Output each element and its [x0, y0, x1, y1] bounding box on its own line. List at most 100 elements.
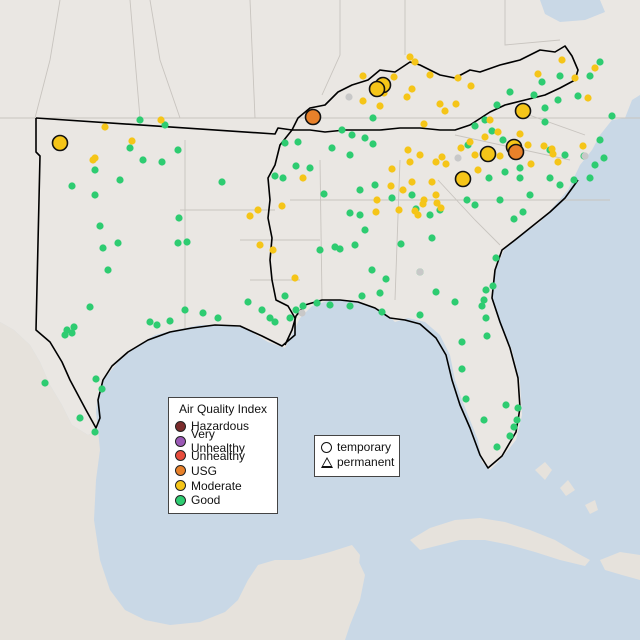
- monitor-marker[interactable]: [586, 72, 594, 80]
- monitor-marker[interactable]: [316, 246, 324, 254]
- monitor-marker[interactable]: [338, 126, 346, 134]
- monitor-marker[interactable]: [368, 80, 386, 98]
- monitor-marker[interactable]: [513, 416, 521, 424]
- monitor-marker[interactable]: [514, 102, 532, 120]
- monitor-marker[interactable]: [479, 145, 497, 163]
- monitor-marker[interactable]: [432, 158, 440, 166]
- monitor-marker[interactable]: [516, 164, 524, 172]
- monitor-marker[interactable]: [471, 122, 479, 130]
- monitor-marker[interactable]: [499, 136, 507, 144]
- monitor-marker[interactable]: [584, 94, 592, 102]
- monitor-marker[interactable]: [158, 158, 166, 166]
- monitor-marker[interactable]: [524, 141, 532, 149]
- monitor-marker[interactable]: [549, 150, 557, 158]
- monitor-marker[interactable]: [403, 93, 411, 101]
- monitor-marker[interactable]: [91, 166, 99, 174]
- monitor-marker[interactable]: [294, 138, 302, 146]
- monitor-marker[interactable]: [199, 309, 207, 317]
- monitor-marker[interactable]: [356, 186, 364, 194]
- monitor-marker[interactable]: [304, 108, 322, 126]
- monitor-marker[interactable]: [441, 107, 449, 115]
- monitor-marker[interactable]: [478, 302, 486, 310]
- monitor-marker[interactable]: [256, 241, 264, 249]
- monitor-marker[interactable]: [406, 158, 414, 166]
- monitor-marker[interactable]: [527, 160, 535, 168]
- monitor-marker[interactable]: [86, 303, 94, 311]
- monitor-marker[interactable]: [408, 178, 416, 186]
- monitor-marker[interactable]: [320, 190, 328, 198]
- monitor-marker[interactable]: [373, 196, 381, 204]
- monitor-marker[interactable]: [218, 178, 226, 186]
- monitor-marker[interactable]: [481, 133, 489, 141]
- monitor-marker[interactable]: [496, 196, 504, 204]
- monitor-marker[interactable]: [454, 154, 462, 162]
- monitor-marker[interactable]: [346, 209, 354, 217]
- monitor-marker[interactable]: [432, 191, 440, 199]
- monitor-marker[interactable]: [91, 428, 99, 436]
- monitor-marker[interactable]: [482, 286, 490, 294]
- monitor-marker[interactable]: [96, 222, 104, 230]
- monitor-marker[interactable]: [406, 53, 414, 61]
- monitor-marker[interactable]: [269, 246, 277, 254]
- monitor-marker[interactable]: [369, 114, 377, 122]
- monitor-marker[interactable]: [510, 215, 518, 223]
- monitor-marker[interactable]: [463, 196, 471, 204]
- monitor-marker[interactable]: [454, 74, 462, 82]
- monitor-marker[interactable]: [359, 72, 367, 80]
- monitor-marker[interactable]: [408, 191, 416, 199]
- monitor-marker[interactable]: [554, 158, 562, 166]
- monitor-marker[interactable]: [361, 134, 369, 142]
- monitor-marker[interactable]: [279, 174, 287, 182]
- monitor-marker[interactable]: [76, 414, 84, 422]
- monitor-marker[interactable]: [91, 154, 99, 162]
- monitor-marker[interactable]: [458, 365, 466, 373]
- monitor-marker[interactable]: [104, 266, 112, 274]
- monitor-marker[interactable]: [426, 211, 434, 219]
- monitor-marker[interactable]: [493, 443, 501, 451]
- monitor-marker[interactable]: [116, 176, 124, 184]
- monitor-marker[interactable]: [486, 116, 494, 124]
- monitor-marker[interactable]: [114, 239, 122, 247]
- monitor-marker[interactable]: [246, 212, 254, 220]
- monitor-marker[interactable]: [371, 181, 379, 189]
- monitor-marker[interactable]: [92, 375, 100, 383]
- monitor-marker[interactable]: [540, 142, 548, 150]
- monitor-marker[interactable]: [480, 296, 488, 304]
- monitor-marker[interactable]: [68, 182, 76, 190]
- monitor-marker[interactable]: [516, 130, 524, 138]
- monitor-marker[interactable]: [299, 174, 307, 182]
- monitor-marker[interactable]: [376, 102, 384, 110]
- monitor-marker[interactable]: [68, 329, 76, 337]
- monitor-marker[interactable]: [428, 178, 436, 186]
- monitor-marker[interactable]: [541, 118, 549, 126]
- monitor-marker[interactable]: [596, 58, 604, 66]
- monitor-marker[interactable]: [286, 314, 294, 322]
- monitor-marker[interactable]: [506, 88, 514, 96]
- monitor-marker[interactable]: [399, 186, 407, 194]
- monitor-marker[interactable]: [538, 78, 546, 86]
- monitor-marker[interactable]: [416, 151, 424, 159]
- monitor-marker[interactable]: [281, 139, 289, 147]
- monitor-marker[interactable]: [492, 254, 500, 262]
- monitor-marker[interactable]: [408, 85, 416, 93]
- monitor-marker[interactable]: [554, 96, 562, 104]
- monitor-marker[interactable]: [534, 70, 542, 78]
- monitor-marker[interactable]: [507, 143, 525, 161]
- monitor-marker[interactable]: [471, 201, 479, 209]
- monitor-marker[interactable]: [483, 332, 491, 340]
- monitor-marker[interactable]: [98, 385, 106, 393]
- monitor-marker[interactable]: [480, 416, 488, 424]
- monitor-marker[interactable]: [244, 298, 252, 306]
- monitor-marker[interactable]: [489, 282, 497, 290]
- monitor-marker[interactable]: [416, 268, 424, 276]
- monitor-marker[interactable]: [183, 238, 191, 246]
- monitor-marker[interactable]: [258, 306, 266, 314]
- monitor-marker[interactable]: [387, 182, 395, 190]
- monitor-marker[interactable]: [271, 172, 279, 180]
- monitor-marker[interactable]: [271, 318, 279, 326]
- monitor-marker[interactable]: [591, 64, 599, 72]
- monitor-marker[interactable]: [369, 140, 377, 148]
- monitor-marker[interactable]: [530, 91, 538, 99]
- monitor-marker[interactable]: [474, 166, 482, 174]
